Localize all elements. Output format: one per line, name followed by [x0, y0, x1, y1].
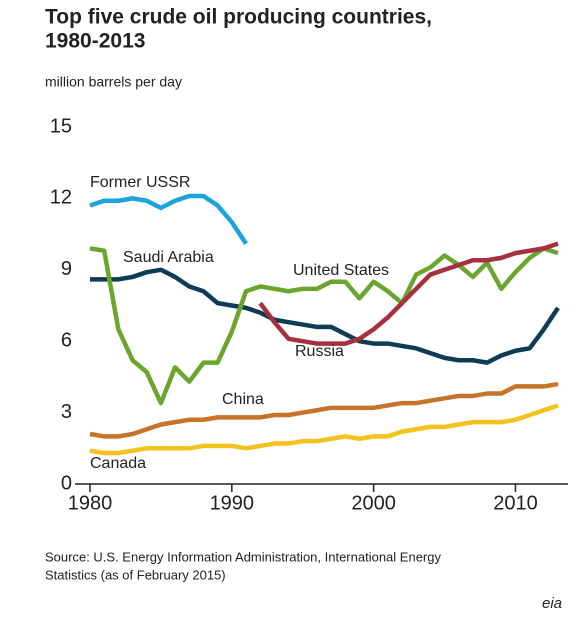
- series-line: [258, 241, 559, 346]
- logo: eia: [542, 595, 562, 612]
- series-label: Russia: [295, 343, 344, 360]
- x-tick-label: 2000: [351, 492, 396, 514]
- y-tick-label: 0: [61, 472, 72, 494]
- series-line: [89, 381, 559, 439]
- series-label: Former USSR: [90, 174, 190, 191]
- series-label: Canada: [90, 455, 146, 472]
- x-tick-label: 1990: [210, 492, 255, 514]
- y-tick-label: 9: [61, 258, 72, 280]
- x-tick-label: 1980: [68, 492, 113, 514]
- chart-title: Top five crude oil producing countries,: [45, 6, 432, 29]
- y-tick-label: 15: [50, 115, 72, 137]
- series-label: Saudi Arabia: [123, 249, 214, 266]
- x-tick-label: 2010: [493, 492, 538, 514]
- y-axis-label: million barrels per day: [45, 74, 182, 90]
- source: Source: U.S. Energy Information Administ…: [45, 549, 441, 564]
- series-line: [89, 246, 559, 406]
- y-tick-label: 3: [61, 401, 72, 423]
- series-label: China: [222, 391, 264, 408]
- chart-subtitle: 1980-2013: [45, 30, 145, 53]
- series-label: United States: [293, 262, 389, 279]
- y-tick-label: 12: [50, 187, 72, 209]
- series-line: [89, 403, 559, 456]
- series-line: [90, 267, 560, 365]
- source: Statistics (as of February 2015): [45, 567, 226, 582]
- series-line: [89, 193, 248, 245]
- y-tick-label: 6: [61, 329, 72, 351]
